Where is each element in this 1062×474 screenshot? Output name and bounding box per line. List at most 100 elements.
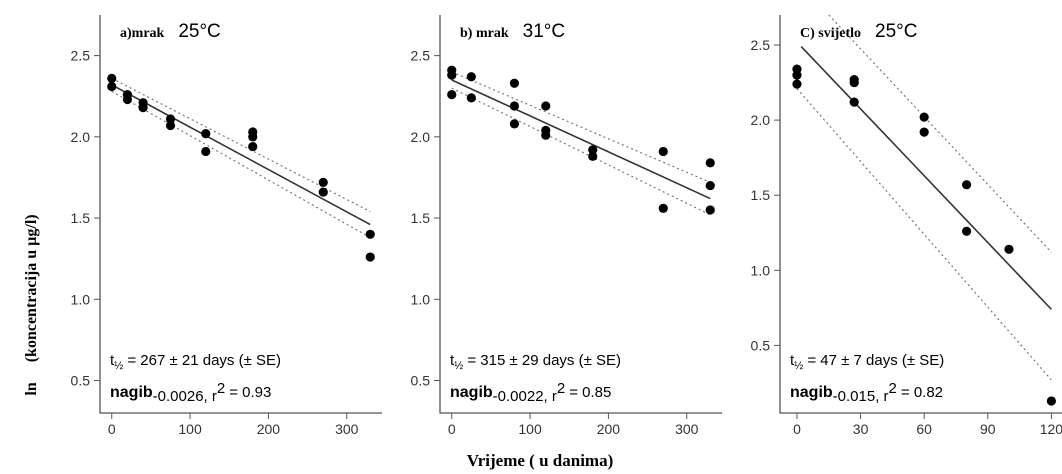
data-point	[466, 72, 476, 82]
ci-upper-line	[451, 71, 711, 183]
panel-temperature: 25°C	[875, 21, 917, 42]
panel-3: 0.5 1.0 1.5 2.0 2.5 0 30 60 90 120 C) svijetlo 25°C…	[751, 14, 1062, 437]
y-tick-label: 1.0	[751, 262, 771, 278]
data-point	[588, 145, 598, 155]
y-axis-label-prefix: ln	[23, 382, 40, 395]
data-point	[1046, 396, 1056, 406]
data-point	[122, 94, 133, 105]
data-point	[961, 180, 972, 190]
y-axis-label: ln (koncentracija u µg/l)	[23, 214, 40, 395]
y-tick-label: 2.5	[71, 48, 91, 64]
data-point	[792, 79, 802, 89]
x-tick-label: 60	[916, 421, 932, 437]
x-tick-label: 100	[518, 421, 542, 437]
y-tick-label: 1.0	[71, 291, 91, 307]
panel-title: C) svijetlo 25°C	[800, 21, 918, 42]
x-tick-label: 300	[675, 421, 699, 437]
y-tick-label: 1.0	[411, 291, 431, 307]
y-tick-label: 2.0	[71, 129, 91, 145]
x-tick-label: 100	[178, 421, 202, 437]
panel-title: a)mrak 25°C	[120, 21, 221, 42]
x-tick-label: 0	[108, 421, 116, 437]
r2-exponent: 2	[557, 380, 565, 397]
half-life-annotation: t½ = 47 ± 7 days (± SE)	[790, 352, 944, 372]
slope-value: -0.0022, r	[493, 388, 557, 405]
ci-lower-line	[451, 87, 711, 216]
slope-label: nagib	[450, 384, 493, 401]
x-tick-label: 200	[597, 421, 621, 437]
slope-annotation: nagib-0.0022, r2 = 0.85	[450, 380, 611, 405]
data-point	[447, 70, 457, 80]
data-point	[107, 81, 117, 92]
axis-frame	[439, 15, 722, 414]
half-life-value: = 315 ± 29 days (± SE)	[467, 352, 621, 369]
slope-value: -0.015, r	[833, 388, 889, 405]
r2-value: = 0.85	[569, 384, 611, 401]
y-tick-label: 2.5	[411, 48, 431, 64]
data-point	[705, 180, 715, 191]
data-point	[705, 205, 715, 215]
data-point	[318, 177, 328, 187]
half-life-subscript: ½	[794, 360, 803, 372]
slope-value: -0.0026, r	[153, 388, 217, 405]
data-point	[201, 146, 211, 157]
x-tick-label: 90	[980, 421, 996, 437]
data-point	[849, 97, 859, 107]
ci-upper-line	[111, 77, 371, 213]
data-point	[447, 90, 457, 100]
data-point	[509, 78, 520, 88]
data-point	[792, 70, 802, 80]
data-point	[466, 93, 476, 103]
half-life-annotation: t½ = 315 ± 29 days (± SE)	[450, 352, 621, 372]
x-tick-label: 30	[853, 421, 869, 437]
y-tick-label: 1.5	[411, 210, 431, 226]
half-life-annotation: t½ = 267 ± 21 days (± SE)	[110, 352, 281, 372]
data-point	[165, 120, 176, 131]
data-point	[541, 101, 551, 111]
data-point	[658, 203, 668, 213]
axis-frame	[779, 15, 1062, 414]
slope-annotation: nagib-0.015, r2 = 0.82	[790, 380, 943, 405]
r2-exponent: 2	[217, 380, 225, 397]
y-tick-label: 2.5	[751, 37, 771, 53]
r2-value: = 0.82	[901, 384, 943, 401]
panel-2: 0.5 1.0 1.5 2.0 2.5 0 100 200 300 b) mrak 31°C t½ = …	[411, 15, 722, 437]
data-point	[705, 158, 715, 168]
panel-label: C) svijetlo	[800, 26, 861, 41]
half-life-symbol: t	[790, 352, 795, 369]
data-point	[248, 141, 258, 152]
data-point	[318, 187, 328, 197]
ci-lower-line	[111, 90, 371, 239]
slope-label: nagib	[110, 384, 153, 401]
x-tick-label: 0	[448, 421, 456, 437]
ci-upper-line	[828, 14, 1052, 253]
data-point	[138, 102, 148, 113]
x-tick-label: 120	[1040, 421, 1062, 437]
panel-title: b) mrak 31°C	[460, 21, 565, 42]
panel-label: b) mrak	[460, 26, 509, 41]
half-life-symbol: t	[450, 352, 455, 369]
data-point	[201, 128, 211, 139]
data-point	[509, 119, 520, 129]
x-tick-label: 0	[793, 421, 801, 437]
y-tick-label: 0.5	[71, 373, 91, 389]
data-point	[365, 252, 375, 262]
half-life-value: = 47 ± 7 days (± SE)	[807, 352, 944, 369]
data-point	[658, 146, 668, 157]
y-axis-label-text: (koncentracija u µg/l)	[23, 214, 40, 362]
y-tick-label: 2.0	[751, 112, 771, 128]
y-tick-label: 2.0	[411, 129, 431, 145]
y-tick-label: 0.5	[751, 337, 771, 353]
half-life-value: = 267 ± 21 days (± SE)	[127, 352, 281, 369]
data-point	[961, 226, 972, 236]
data-point	[365, 229, 375, 239]
data-point	[1004, 244, 1014, 254]
data-point	[919, 112, 929, 122]
panel-label: a)mrak	[120, 26, 165, 41]
data-point	[107, 73, 117, 83]
data-point	[849, 77, 859, 88]
data-point	[248, 132, 258, 142]
panel-temperature: 31°C	[523, 21, 565, 42]
